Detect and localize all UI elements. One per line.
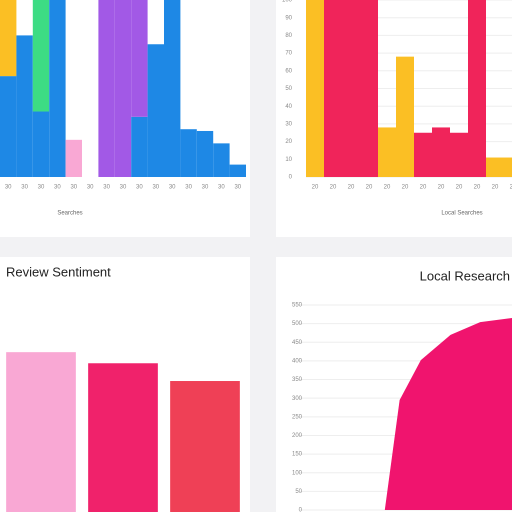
bar-segment <box>0 76 17 177</box>
bar <box>450 132 468 177</box>
y-tick-label: 500 <box>292 321 303 327</box>
bar <box>342 0 360 177</box>
bar <box>432 127 450 177</box>
y-tick-label: 50 <box>285 86 292 92</box>
y-tick-label: 20 <box>285 139 292 145</box>
y-tick-label: 90 <box>285 15 292 21</box>
y-tick-label: 100 <box>292 470 303 476</box>
y-tick-label: 50 <box>295 489 302 495</box>
y-tick-label: 450 <box>292 340 303 346</box>
x-tick-label: 30 <box>152 185 159 191</box>
y-tick-label: 300 <box>292 396 303 402</box>
bar-segment <box>213 143 230 177</box>
x-tick-label: 30 <box>185 185 192 191</box>
bar-segment <box>229 164 246 177</box>
bar <box>170 381 240 512</box>
y-tick-label: 60 <box>285 68 292 74</box>
y-tick-label: 70 <box>285 51 292 57</box>
x-tick-label: 20 <box>492 185 499 191</box>
bar <box>306 0 324 177</box>
chart-title: Review Sentiment <box>6 264 111 279</box>
bar-segment <box>131 116 148 177</box>
y-tick-label: 0 <box>289 175 293 181</box>
x-tick-label: 30 <box>120 185 127 191</box>
chart-title: Local Research <box>420 268 510 283</box>
bar-segment <box>98 0 115 177</box>
x-tick-label: 20 <box>312 185 319 191</box>
bar <box>378 127 396 177</box>
x-tick-label: 30 <box>103 185 110 191</box>
x-tick-label: 20 <box>366 185 373 191</box>
x-tick-label: 30 <box>54 185 61 191</box>
x-tick-label: 20 <box>384 185 391 191</box>
y-tick-label: 100 <box>282 0 293 4</box>
x-tick-label: 30 <box>218 185 225 191</box>
y-tick-label: 200 <box>292 433 303 439</box>
bar-segment <box>32 0 50 112</box>
y-tick-label: 30 <box>285 121 292 127</box>
bar <box>88 363 158 512</box>
bar <box>360 0 378 177</box>
x-tick-label: 30 <box>234 185 241 191</box>
x-axis-label: Local Searches <box>441 211 482 217</box>
bar-segment <box>0 0 17 77</box>
x-tick-label: 20 <box>402 185 409 191</box>
y-tick-label: 150 <box>292 452 303 458</box>
bar <box>396 56 414 177</box>
y-tick-label: 80 <box>285 33 292 39</box>
bar <box>468 0 486 177</box>
y-tick-label: 10 <box>285 157 292 163</box>
y-tick-label: 350 <box>292 377 303 383</box>
y-tick-label: 250 <box>292 414 303 420</box>
bar <box>414 132 432 177</box>
y-tick-label: 0 <box>299 508 303 512</box>
x-tick-label: 20 <box>330 185 337 191</box>
x-tick-label: 30 <box>5 185 12 191</box>
bar-segment <box>16 35 33 178</box>
bar <box>6 352 76 512</box>
bar-segment <box>114 0 132 177</box>
bar-segment <box>147 44 164 177</box>
bar-segment <box>196 130 214 177</box>
bar-segment <box>49 0 66 177</box>
area <box>384 318 512 510</box>
x-tick-label: 30 <box>38 185 45 191</box>
bar <box>504 157 512 177</box>
bar <box>324 0 342 177</box>
x-tick-label: 20 <box>510 185 512 191</box>
bar-segment <box>32 111 50 177</box>
x-tick-label: 30 <box>21 185 28 191</box>
y-tick-label: 400 <box>292 358 303 364</box>
y-tick-label: 550 <box>292 303 303 309</box>
x-tick-label: 20 <box>420 185 427 191</box>
bar-segment <box>180 129 197 177</box>
bar-segment <box>131 0 148 117</box>
bar-segment <box>65 139 82 177</box>
x-tick-label: 30 <box>202 185 209 191</box>
x-tick-label: 30 <box>136 185 143 191</box>
bar-segment <box>164 0 181 177</box>
x-tick-label: 30 <box>169 185 176 191</box>
x-tick-label: 30 <box>70 185 77 191</box>
bar <box>486 157 504 177</box>
x-tick-label: 20 <box>348 185 355 191</box>
x-axis-label: Searches <box>57 211 82 217</box>
y-tick-label: 40 <box>285 104 292 110</box>
x-tick-label: 20 <box>438 185 445 191</box>
x-tick-label: 20 <box>474 185 481 191</box>
x-tick-label: 30 <box>87 185 94 191</box>
x-tick-label: 20 <box>456 185 463 191</box>
